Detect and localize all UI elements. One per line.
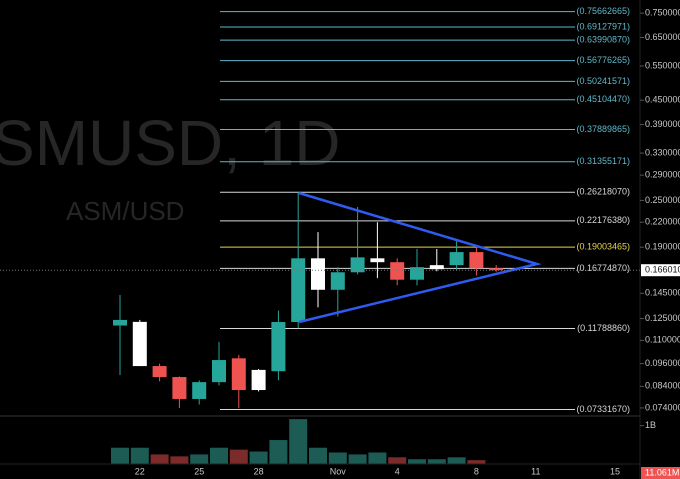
y-tick-label: 0.33000000	[645, 147, 680, 157]
candle-body	[113, 319, 127, 326]
x-tick-label: 28	[254, 466, 264, 476]
candle-body	[390, 262, 405, 280]
y-tick-label: 0.75000000	[645, 7, 680, 17]
level-label: (0.50241571)	[576, 76, 630, 86]
candle-body	[231, 358, 246, 391]
candle-body	[172, 377, 187, 399]
watermark: SMUSD, 1D	[0, 107, 341, 179]
candle-body	[132, 321, 147, 367]
volume-bar	[269, 440, 288, 464]
candle-body	[291, 258, 306, 323]
candle-body	[370, 258, 385, 263]
candle-body	[271, 322, 286, 372]
y-tick-label: 0.55000000	[645, 60, 680, 70]
x-tick-label: Nov	[330, 466, 347, 476]
level-label: (0.16774870)	[576, 263, 630, 273]
volume-bar	[309, 447, 327, 464]
level-label: (0.56776265)	[576, 55, 630, 65]
volume-bar	[210, 447, 228, 464]
level-label: (0.63990870)	[576, 35, 630, 45]
level-label: (0.07331670)	[576, 404, 630, 414]
candle-body	[152, 366, 167, 378]
y-tick-label: 0.25000000	[645, 195, 680, 205]
y-tick-label: 0.11000000	[645, 335, 680, 345]
volume-label-box	[641, 467, 680, 479]
level-label: (0.22176380)	[576, 215, 630, 225]
volume-bar	[289, 419, 308, 464]
v-tick-label: 1B	[645, 420, 656, 430]
x-tick-label: 8	[474, 466, 479, 476]
volume-bar	[467, 460, 486, 464]
volume-label: 11.061M	[645, 467, 679, 477]
volume-bar	[249, 451, 268, 464]
candle-body	[212, 360, 226, 383]
candle-body	[429, 265, 444, 270]
volume-bar	[328, 452, 347, 464]
volume-bar	[130, 447, 149, 464]
y-tick-label: 0.65000000	[645, 32, 680, 42]
last-price-box	[641, 264, 680, 277]
level-label: (0.19003465)	[576, 242, 630, 252]
candle-body	[449, 252, 464, 266]
y-tick-label: 0.07400000	[645, 402, 680, 412]
volume-bar	[447, 457, 466, 464]
volume-bar	[190, 454, 209, 464]
level-label: (0.11788860)	[577, 323, 630, 333]
y-tick-label: 0.22000000	[645, 217, 680, 227]
level-label: (0.31355171)	[576, 156, 630, 166]
candle-body	[469, 252, 484, 269]
volume-bar	[111, 447, 129, 464]
volume-bar	[388, 457, 407, 464]
y-tick-label: 0.45000000	[645, 95, 680, 105]
volume-bar	[229, 449, 248, 464]
level-label: (0.75662665)	[576, 6, 630, 16]
candle-body	[330, 272, 345, 290]
y-tick-label: 0.39000000	[645, 119, 680, 129]
volume-bar	[408, 459, 426, 464]
x-tick-label: 22	[135, 466, 145, 476]
triangle-drawing	[298, 191, 542, 324]
volume-bar	[150, 454, 169, 464]
x-tick-label: 25	[194, 466, 204, 476]
level-label: (0.69127971)	[576, 21, 630, 31]
candle-body	[251, 369, 266, 391]
x-tick-label: 15	[610, 466, 620, 476]
candle-body	[489, 268, 504, 271]
y-tick-label: 0.19000000	[645, 242, 680, 252]
volume-bar	[348, 454, 367, 464]
candle-body	[350, 257, 365, 273]
y-tick-label: 0.09600000	[645, 358, 680, 368]
level-label: (0.45104470)	[576, 94, 630, 104]
candle-body	[311, 258, 325, 290]
y-tick-label: 0.08400000	[645, 381, 680, 391]
y-tick-label: 0.14500000	[645, 288, 680, 298]
x-tick-label: 11	[531, 466, 540, 476]
candle-body	[410, 267, 424, 280]
levels: (0.75662665) (0.69127971) (0.63990870) (0.5…	[220, 6, 630, 414]
y-tick-label: 0.29000000	[645, 169, 680, 179]
volume-bar	[427, 459, 446, 464]
level-label: (0.26218070)	[576, 187, 630, 197]
plot	[111, 192, 506, 464]
x-tick-label: 4	[395, 466, 400, 476]
last-price-label: 0.16601000	[645, 265, 680, 275]
y-tick-label: 0.12500000	[645, 313, 680, 323]
level-label: (0.37889865)	[576, 124, 630, 134]
candle-body	[192, 382, 207, 399]
volume-bar	[368, 452, 387, 464]
watermark-subtitle: ASM/USD	[66, 196, 184, 226]
volume-bar	[170, 456, 189, 464]
